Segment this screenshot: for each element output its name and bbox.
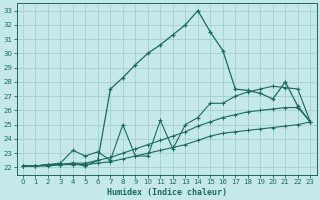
X-axis label: Humidex (Indice chaleur): Humidex (Indice chaleur) (107, 188, 227, 197)
